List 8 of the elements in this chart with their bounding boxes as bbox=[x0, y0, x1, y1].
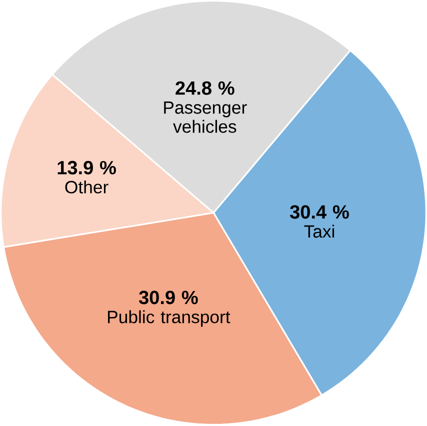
data-label: 13.9 % bbox=[58, 161, 116, 175]
slice-label: Taxi bbox=[304, 224, 334, 238]
slice-label: Passenger vehicles bbox=[164, 102, 247, 134]
data-label: 30.9 % bbox=[138, 290, 198, 304]
slice-label: Other bbox=[65, 180, 108, 194]
data-label: 24.8 % bbox=[176, 82, 234, 96]
data-label: 30.4 % bbox=[290, 205, 349, 219]
slice-label: Public transport bbox=[108, 310, 230, 327]
